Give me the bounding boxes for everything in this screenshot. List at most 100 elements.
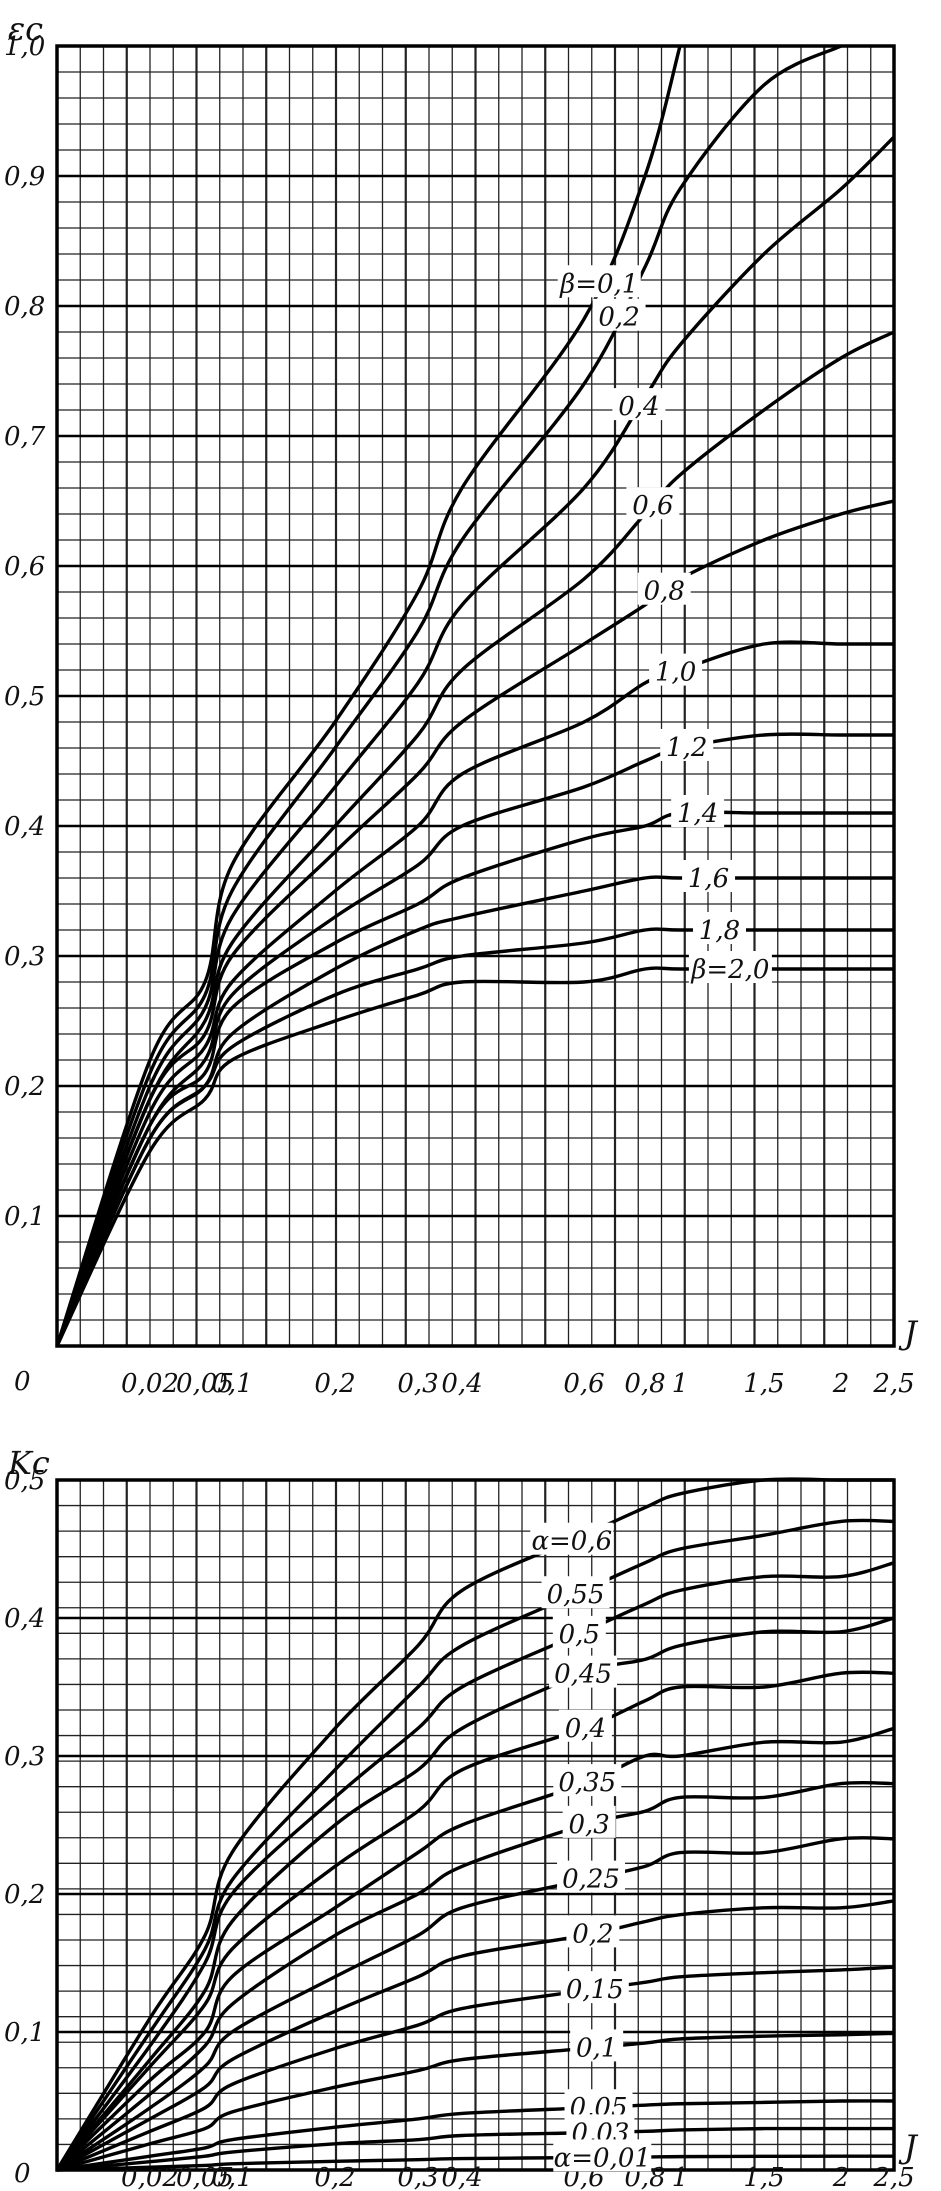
y-tick-label: 0,2 bbox=[4, 1072, 45, 1102]
curve-label: 1,2 bbox=[666, 733, 707, 763]
curve-label: β=2,0 bbox=[690, 955, 769, 985]
curve-label-mask bbox=[557, 265, 641, 298]
x-tick-label: 0,05 bbox=[176, 1369, 234, 1399]
curve-label-mask bbox=[553, 1764, 622, 1797]
x-tick-label: 2 bbox=[832, 2163, 850, 2191]
curve-label-mask bbox=[530, 1522, 614, 1555]
y-tick-label: 0,1 bbox=[4, 1202, 45, 1232]
series-curve bbox=[55, 1616, 895, 2172]
curve-label: 0,35 bbox=[558, 1768, 616, 1798]
y-tick-label: 0,4 bbox=[4, 812, 45, 842]
y-tick-label: 0,1 bbox=[4, 2018, 45, 2048]
origin-label: 0 bbox=[14, 1367, 31, 1397]
series-curve bbox=[55, 330, 895, 1347]
y-axis-label: Kc bbox=[7, 1444, 50, 1482]
series-curve bbox=[56, 2154, 895, 2172]
curve-label: 0,1 bbox=[576, 2033, 617, 2063]
x-tick-label: 1 bbox=[672, 2163, 689, 2191]
curve-label: 1,8 bbox=[699, 916, 740, 946]
x-tick-label: 0,1 bbox=[211, 1369, 252, 1399]
curve-label: 0,4 bbox=[618, 392, 659, 422]
curve-label-mask bbox=[682, 860, 736, 892]
x-tick-label: 0,2 bbox=[314, 1369, 355, 1399]
curve-label: 0,5 bbox=[559, 1620, 600, 1650]
y-tick-label: 0,3 bbox=[4, 942, 45, 972]
x-tick-label: 0,4 bbox=[441, 2163, 482, 2191]
series-curves bbox=[55, 44, 896, 1347]
curve-label-mask bbox=[552, 1615, 606, 1648]
curve-label-mask bbox=[692, 912, 746, 944]
y-tick-label: 0,4 bbox=[4, 1604, 45, 1634]
curve-label-mask bbox=[566, 1915, 620, 1948]
x-tick-label: 0,3 bbox=[397, 2163, 438, 2191]
curve-labels: α=0,6 0,55 0,5 0,45 0,4 0,35 0,3 0,25 0,2 0,15 0,1… bbox=[530, 1522, 652, 2173]
x-tick-label: 1,5 bbox=[743, 2163, 784, 2191]
series-curve bbox=[55, 1518, 895, 2171]
curve-label: 0,2 bbox=[572, 1919, 613, 1949]
x-tick-label: 0,6 bbox=[563, 1369, 604, 1399]
curve-label-mask bbox=[553, 2139, 652, 2172]
curve-label-mask bbox=[558, 1709, 612, 1742]
curve-labels: β=0,1 0,2 0,4 0,6 0,8 1,0 1,2 1,4 1,6 1,8 β=2,0 bbox=[557, 265, 772, 985]
y-tick-label: 0,2 bbox=[4, 1880, 45, 1910]
epsilon-c-chart: 0,10,20,30,40,50,60,70,80,91,00 0,020,050… bbox=[4, 10, 919, 1399]
curve-label-mask bbox=[637, 572, 691, 605]
curve-label-mask bbox=[612, 388, 666, 421]
y-tick-label: 0,8 bbox=[4, 292, 45, 322]
series-curve bbox=[56, 2126, 894, 2172]
series-curve bbox=[56, 2099, 895, 2172]
series-curve bbox=[55, 640, 894, 1347]
k-c-chart: 0,10,20,30,40,50 0,020,050,1 0,2 0,3 0,4 0,6 0… bbox=[4, 1444, 919, 2191]
curve-label-mask bbox=[549, 1655, 618, 1688]
x-tick-label: 0,8 bbox=[624, 1369, 665, 1399]
series-curve bbox=[56, 2031, 895, 2172]
curve-label: 0,6 bbox=[632, 491, 673, 521]
y-axis-label: εc bbox=[8, 10, 43, 48]
x-tick-label: 0,3 bbox=[397, 1369, 438, 1399]
curve-label-mask bbox=[541, 1576, 610, 1609]
y-tick-label: 0,5 bbox=[4, 682, 45, 712]
series-curve bbox=[55, 44, 842, 1347]
x-tick-label: 2,5 bbox=[872, 2163, 914, 2191]
x-tick-label: 2 bbox=[832, 1369, 850, 1399]
x-tick-label: 1,5 bbox=[743, 1369, 784, 1399]
curve-label: 0,3 bbox=[568, 1810, 609, 1840]
curve-label: 1,6 bbox=[688, 864, 729, 894]
series-curve bbox=[55, 927, 894, 1347]
curve-label: 0,45 bbox=[554, 1660, 612, 1690]
curve-label-mask bbox=[562, 1805, 616, 1838]
series-curve bbox=[56, 1899, 895, 2172]
curve-label-mask bbox=[560, 1971, 629, 2004]
y-tick-label: 0,9 bbox=[4, 162, 45, 192]
x-tick-label: 2,5 bbox=[872, 1369, 914, 1399]
series-curve bbox=[56, 1965, 895, 2172]
series-curve bbox=[55, 732, 894, 1347]
curve-label-mask bbox=[649, 653, 703, 686]
y-tick-label: 0,5 bbox=[4, 1466, 45, 1496]
curve-label: 0,4 bbox=[565, 1714, 606, 1744]
x-tick-label: 0,2 bbox=[314, 2163, 355, 2191]
curve-label-mask bbox=[570, 2029, 624, 2062]
plot-frame bbox=[55, 44, 896, 1348]
curve-label: α=0,01 bbox=[554, 2143, 651, 2173]
y-tick-label: 1,0 bbox=[4, 32, 45, 62]
series-curve bbox=[55, 499, 895, 1347]
curve-label: 0,2 bbox=[598, 303, 639, 333]
curve-label: 1,4 bbox=[677, 799, 718, 829]
x-tick-label: 1 bbox=[672, 1369, 689, 1399]
x-axis-label: J bbox=[898, 1314, 919, 1352]
curve-label: 0,15 bbox=[566, 1975, 624, 2005]
curve-label: β=0,1 bbox=[559, 269, 638, 299]
series-curve bbox=[55, 45, 682, 1347]
series-curve bbox=[55, 810, 894, 1347]
curve-label-mask bbox=[557, 1860, 626, 1893]
curve-label: 0,55 bbox=[547, 1580, 605, 1610]
curve-label: α=0,6 bbox=[531, 1527, 612, 1557]
series-curve bbox=[55, 1561, 895, 2172]
curve-label-mask bbox=[660, 728, 714, 761]
origin-label: 0 bbox=[14, 2159, 31, 2189]
curve-label-mask bbox=[626, 487, 680, 520]
y-tick-label: 0,3 bbox=[4, 1742, 45, 1772]
series-curve bbox=[55, 1726, 895, 2172]
series-curves bbox=[55, 1477, 895, 2172]
